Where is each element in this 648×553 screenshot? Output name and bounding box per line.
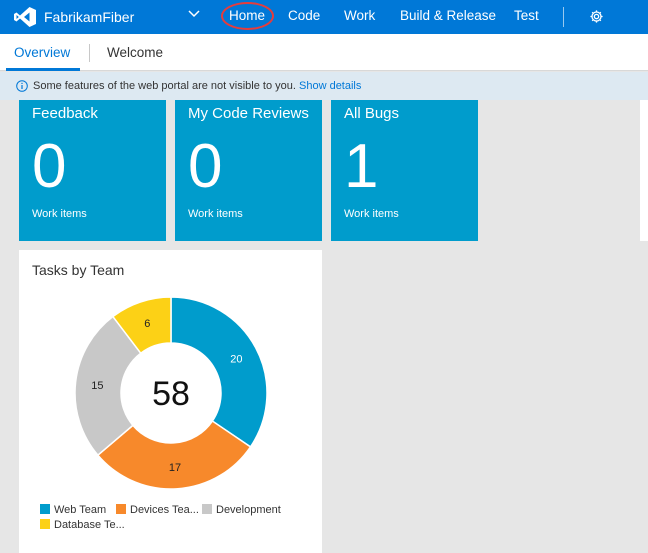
tasks-by-team-widget[interactable]: Tasks by Team 20 17 15 6 58 Web Team Devices …	[19, 250, 322, 553]
tile-title: My Code Reviews	[188, 105, 309, 122]
donut-slice[interactable]	[111, 296, 172, 355]
slice-value-label: 17	[169, 462, 181, 474]
slice-value-label: 15	[91, 380, 103, 392]
gear-icon[interactable]	[589, 9, 604, 24]
info-text: Some features of the web portal are not …	[33, 80, 296, 92]
legend-item[interactable]: Database Te...	[40, 519, 125, 531]
legend-swatch	[116, 504, 126, 514]
tile-subtitle: Work items	[344, 208, 399, 220]
slice-value-label: 20	[230, 353, 242, 365]
legend-label: Devices Tea...	[130, 504, 199, 516]
tile-count: 0	[32, 132, 67, 201]
all-bugs-tile[interactable]: All Bugs 1 Work items	[331, 100, 478, 241]
legend-label: Development	[216, 504, 281, 516]
nav-home[interactable]: Home	[229, 8, 266, 23]
nav-test[interactable]: Test	[514, 8, 539, 23]
legend-item[interactable]: Devices Tea...	[116, 504, 199, 516]
info-banner: Some features of the web portal are not …	[0, 72, 648, 100]
tile-subtitle: Work items	[32, 208, 87, 220]
tab-bar: Overview Welcome	[0, 34, 648, 71]
feedback-tile[interactable]: Feedback 0 Work items	[19, 100, 166, 241]
tile-title: Feedback	[32, 105, 98, 122]
widget-title: Tasks by Team	[32, 262, 125, 278]
partial-tile	[640, 100, 648, 241]
visual-studio-logo-icon[interactable]	[14, 7, 36, 27]
legend-label: Database Te...	[54, 519, 125, 531]
nav-work[interactable]: Work	[344, 8, 376, 23]
donut-chart[interactable]: 20 17 15 6 58	[19, 250, 322, 500]
donut-total: 58	[152, 375, 190, 413]
legend-swatch	[202, 504, 212, 514]
legend-item[interactable]: Web Team	[40, 504, 106, 516]
tile-title: All Bugs	[344, 105, 400, 122]
tile-subtitle: Work items	[188, 208, 243, 220]
info-message: Some features of the web portal are not …	[33, 80, 361, 92]
donut-slice[interactable]	[96, 420, 252, 490]
chevron-down-icon[interactable]	[187, 6, 201, 20]
nav-build-release[interactable]: Build & Release	[400, 8, 497, 23]
tab-welcome[interactable]: Welcome	[107, 45, 164, 60]
tile-count: 0	[188, 132, 223, 201]
nav-code[interactable]: Code	[288, 8, 321, 23]
tile-count: 1	[344, 132, 379, 201]
legend-item[interactable]: Development	[202, 504, 281, 516]
slice-value-label: 6	[144, 318, 150, 330]
legend-label: Web Team	[54, 504, 107, 516]
show-details-link[interactable]: Show details	[299, 80, 362, 92]
project-name[interactable]: FabrikamFiber	[44, 9, 135, 25]
tab-selected-indicator	[6, 68, 80, 71]
tab-overview[interactable]: Overview	[14, 45, 71, 60]
tab-separator	[89, 44, 90, 62]
top-nav-bar: FabrikamFiber Home Code Work Build & Rel…	[0, 0, 648, 34]
info-icon	[16, 80, 28, 92]
my-code-reviews-tile[interactable]: My Code Reviews 0 Work items	[175, 100, 322, 241]
donut-slice[interactable]	[170, 296, 268, 448]
donut-slice[interactable]	[74, 315, 142, 457]
legend-swatch	[40, 504, 50, 514]
nav-divider	[563, 7, 564, 27]
legend-swatch	[40, 519, 50, 529]
